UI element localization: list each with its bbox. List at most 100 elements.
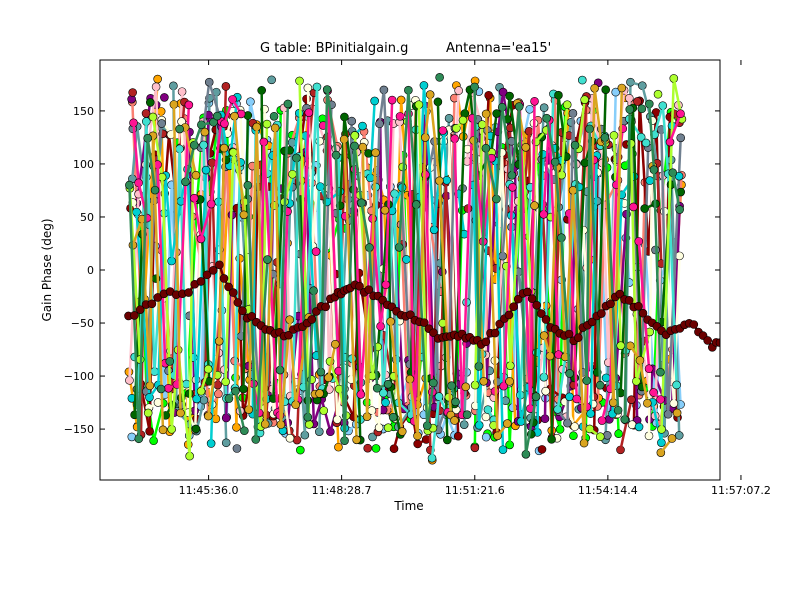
series-segment xyxy=(648,103,656,170)
series-segment xyxy=(588,128,602,386)
scatter-point xyxy=(672,408,682,418)
scatter-point xyxy=(269,111,279,121)
y-tick-label: 50 xyxy=(80,211,94,224)
y-tick-label: 100 xyxy=(73,158,94,171)
series-segment xyxy=(500,107,514,176)
series-segment xyxy=(320,398,332,433)
series-segment xyxy=(131,218,144,246)
y-tick-label: −100 xyxy=(64,370,94,383)
scatter-point xyxy=(617,83,627,93)
scatter-point xyxy=(288,169,297,179)
series-segment xyxy=(426,382,435,426)
series-segment xyxy=(640,147,650,392)
highlight-series-point xyxy=(135,305,145,314)
series-segment xyxy=(668,113,682,143)
highlight-series-point xyxy=(638,308,648,318)
scatter-point xyxy=(565,392,574,402)
series-segment xyxy=(387,204,393,387)
series-segment xyxy=(489,113,498,154)
scatter-point xyxy=(562,100,572,110)
scatter-point xyxy=(503,419,512,428)
series-segment xyxy=(172,104,182,414)
series-segment xyxy=(389,386,402,435)
scatter-point xyxy=(641,138,651,148)
series-segment xyxy=(135,126,151,225)
y-tick-label: −150 xyxy=(64,423,94,436)
series-segment xyxy=(532,137,544,423)
scatter-point xyxy=(601,373,611,383)
scatter-point xyxy=(616,341,626,350)
series-segment xyxy=(399,185,412,365)
scatter-point xyxy=(383,423,393,433)
series-segment xyxy=(224,152,235,382)
series-segment xyxy=(164,175,173,262)
series-segment xyxy=(513,166,520,422)
series-segment xyxy=(325,89,338,156)
series-segment xyxy=(637,241,651,369)
scatter-point xyxy=(458,115,468,125)
highlight-series-point xyxy=(284,330,293,340)
scatter-point xyxy=(330,339,340,349)
series-segment xyxy=(585,128,591,381)
series-segment xyxy=(520,144,533,292)
highlight-series-point xyxy=(321,302,330,312)
series-segment xyxy=(338,116,346,206)
series-segment xyxy=(183,127,198,176)
series-segment xyxy=(428,94,441,181)
series-segment xyxy=(510,106,521,176)
scatter-point xyxy=(477,120,487,129)
series-segment xyxy=(442,132,449,181)
scatter-point xyxy=(221,438,231,448)
highlight-series-point xyxy=(196,277,206,286)
scatter-point xyxy=(676,109,685,119)
series-segment xyxy=(369,100,376,178)
series-segment xyxy=(577,99,586,149)
highlight-series-point xyxy=(247,311,257,321)
scatter-point xyxy=(176,408,185,418)
scatter-point xyxy=(611,87,621,97)
scatter-point xyxy=(397,427,407,436)
scatter-point xyxy=(636,132,646,142)
highlight-series-point xyxy=(481,337,491,347)
highlight-series-point xyxy=(364,285,374,294)
scatter-point xyxy=(531,392,541,401)
series-segment xyxy=(438,180,453,416)
series-segment xyxy=(393,193,400,403)
scatter-point xyxy=(232,444,242,453)
scatter-point xyxy=(143,408,153,418)
highlight-series-point xyxy=(597,309,606,318)
series-segment xyxy=(631,107,644,387)
scatter-point xyxy=(175,124,184,134)
scatter-point xyxy=(262,119,272,129)
x-tick-label: 11:48:28.7 xyxy=(312,484,372,497)
series-segment xyxy=(508,95,520,165)
y-tick-label: 150 xyxy=(73,105,94,118)
scatter-point xyxy=(304,420,314,429)
series-segment xyxy=(389,321,404,432)
highlight-series-point xyxy=(224,282,233,292)
scatter-point xyxy=(541,386,550,396)
series-segment xyxy=(263,127,277,425)
highlight-series-point xyxy=(355,281,364,291)
scatter-point xyxy=(613,405,623,415)
series-segment xyxy=(192,197,203,240)
scatter-point xyxy=(578,75,587,85)
series-segment xyxy=(597,173,610,408)
series-segment xyxy=(247,126,258,410)
scatter-point xyxy=(128,88,137,97)
series-segment xyxy=(361,147,369,417)
series-segment xyxy=(600,388,612,421)
series-segment xyxy=(424,174,434,393)
highlight-series-point xyxy=(219,274,229,283)
series-segment xyxy=(619,399,633,451)
series-segment xyxy=(536,154,545,433)
scatter-point xyxy=(380,205,390,215)
scatter-point xyxy=(498,445,508,455)
series-segment xyxy=(319,89,329,373)
series-segment xyxy=(517,106,528,455)
scatter-point xyxy=(667,434,677,443)
scatter-point xyxy=(484,90,493,100)
series-segment xyxy=(484,147,498,200)
scatter-point xyxy=(492,109,501,118)
scatter-point xyxy=(444,113,454,123)
